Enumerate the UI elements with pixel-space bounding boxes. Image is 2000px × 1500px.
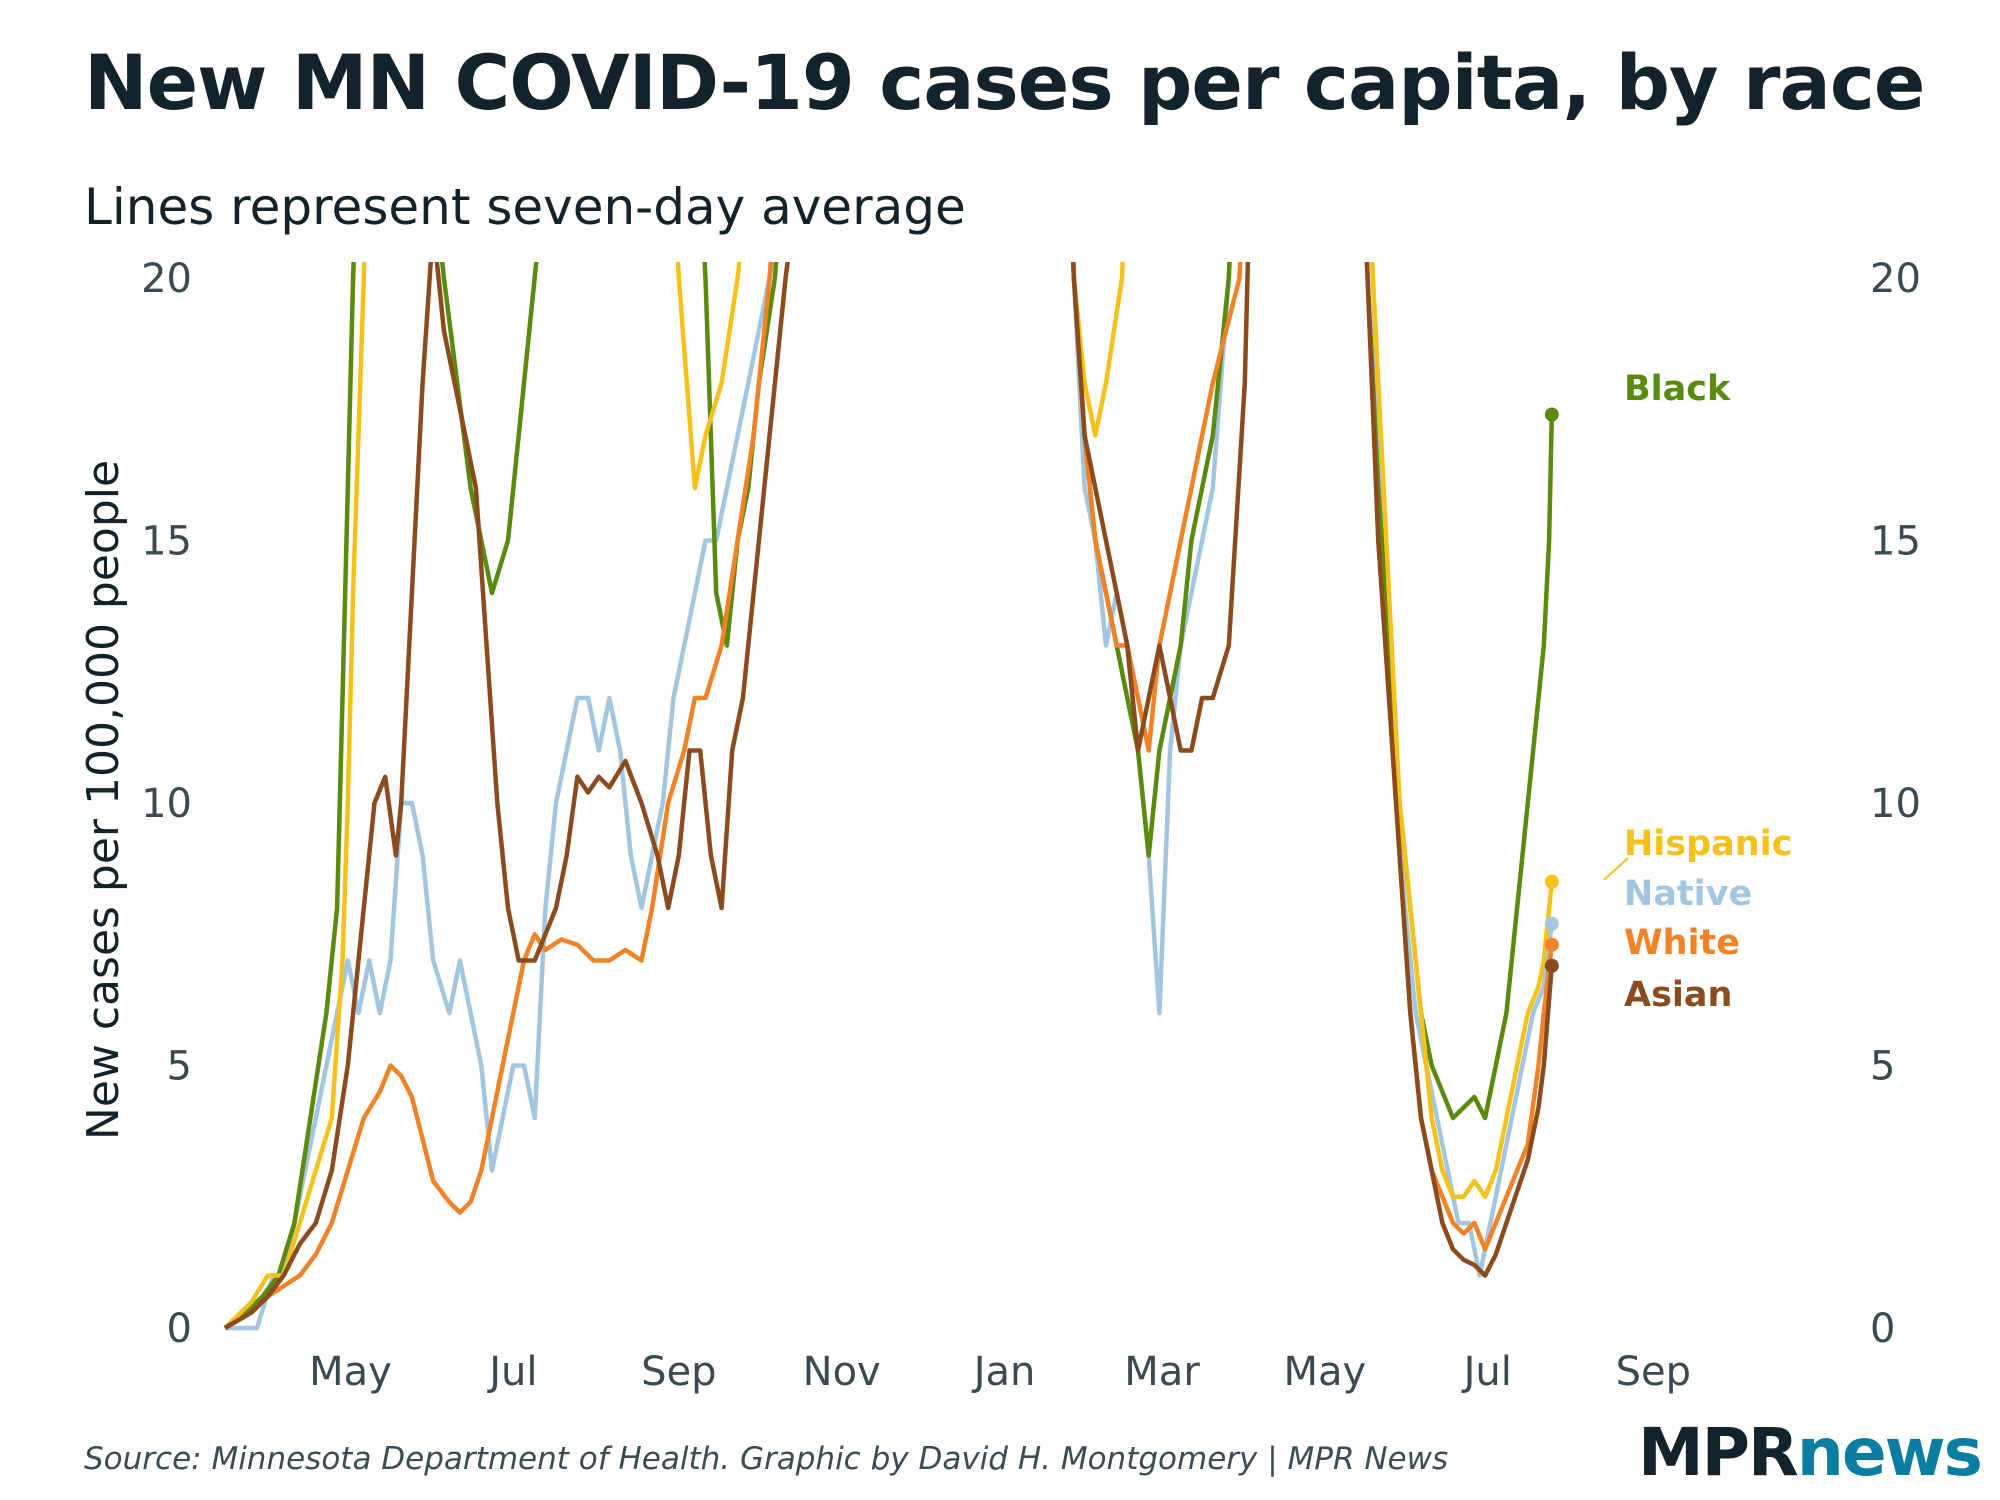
hispanic-leader-line — [1603, 857, 1629, 881]
y-tick-right-10: 10 — [1870, 781, 1921, 827]
logo-mpr: MPR — [1638, 1414, 1799, 1491]
x-tick-0: May — [309, 1349, 392, 1395]
x-tick-8: Sep — [1616, 1349, 1691, 1395]
x-tick-2: Sep — [641, 1349, 716, 1395]
x-axis: May Jul Sep Nov Jan Mar May Jul Sep — [309, 1349, 1691, 1395]
series-line-hispanic — [223, 262, 1555, 1330]
y-tick-right-0: 0 — [1870, 1306, 1895, 1352]
y-tick-left-10: 10 — [141, 781, 192, 827]
end-marker-black — [1544, 407, 1559, 422]
y-tick-left-5: 5 — [167, 1044, 192, 1090]
end-label-native: Native — [1624, 874, 1752, 914]
series-line-native — [225, 262, 1555, 1331]
logo-news: news — [1796, 1414, 1983, 1491]
end-labels: Black Hispanic Native White Asian — [1603, 369, 1792, 1015]
x-tick-5: Mar — [1124, 1349, 1200, 1395]
end-label-white: White — [1624, 923, 1740, 963]
end-label-hispanic: Hispanic — [1624, 824, 1792, 864]
end-marker-native — [1544, 916, 1559, 931]
mpr-news-logo: MPRnews — [1638, 1420, 1983, 1486]
end-label-asian: Asian — [1624, 975, 1732, 1015]
source-note: Source: Minnesota Department of Health. … — [84, 1441, 1449, 1477]
series-line-black — [223, 262, 1555, 1330]
end-label-black: Black — [1624, 369, 1731, 409]
y-tick-left-20: 20 — [141, 256, 192, 302]
series-group — [223, 262, 1555, 1331]
y-tick-left-15: 15 — [141, 519, 192, 565]
series-line-white — [223, 262, 1555, 1330]
x-tick-7: Jul — [1461, 1349, 1512, 1395]
end-marker-hispanic — [1544, 874, 1559, 889]
end-marker-asian — [1544, 958, 1559, 973]
y-tick-left-0: 0 — [167, 1306, 192, 1352]
y-tick-right-5: 5 — [1870, 1044, 1895, 1090]
y-tick-right-15: 15 — [1870, 519, 1921, 565]
y-axis-right: 0 5 10 15 20 — [1870, 256, 1921, 1352]
y-axis-label: New cases per 100,000 people — [78, 460, 129, 1140]
series-line-asian — [223, 262, 1555, 1330]
chart-title: New MN COVID-19 cases per capita, by rac… — [84, 38, 1925, 127]
end-markers — [1544, 407, 1559, 973]
x-tick-1: Jul — [486, 1349, 537, 1395]
x-tick-6: May — [1284, 1349, 1367, 1395]
x-tick-3: Nov — [803, 1349, 881, 1395]
chart-subtitle: Lines represent seven-day average — [84, 178, 966, 236]
end-marker-white — [1544, 937, 1559, 952]
y-tick-right-20: 20 — [1870, 256, 1921, 302]
x-tick-4: Jan — [971, 1349, 1036, 1395]
y-axis-left: 0 5 10 15 20 — [141, 256, 192, 1352]
